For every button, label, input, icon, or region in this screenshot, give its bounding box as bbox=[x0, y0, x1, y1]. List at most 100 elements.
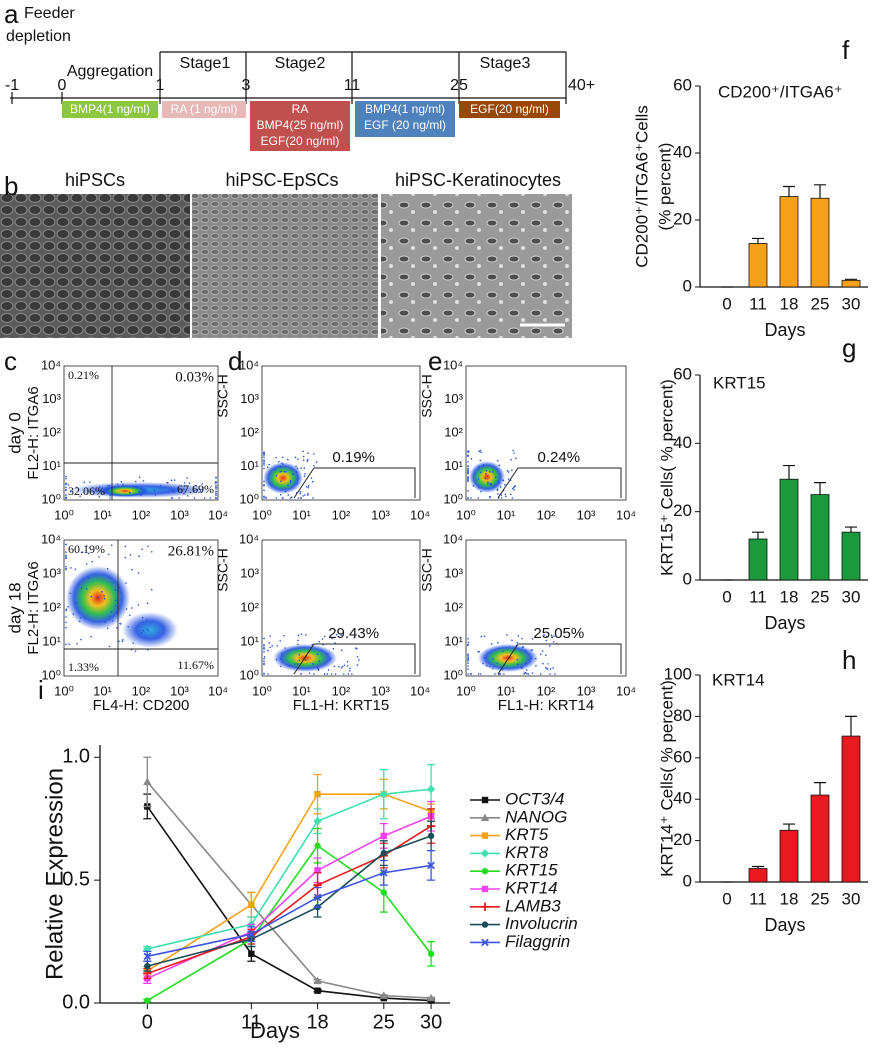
event-dot bbox=[106, 567, 109, 570]
event-dot bbox=[310, 477, 313, 479]
event-dot bbox=[525, 669, 528, 671]
event-dot bbox=[530, 657, 532, 660]
event-dot bbox=[467, 477, 469, 480]
y-tick-label: 0.5 bbox=[62, 868, 90, 890]
event-dot bbox=[285, 471, 287, 473]
event-dot bbox=[507, 478, 510, 480]
marker bbox=[426, 785, 436, 794]
event-dot bbox=[65, 543, 67, 546]
event-dot bbox=[209, 497, 211, 499]
event-dot bbox=[76, 642, 78, 645]
event-dot bbox=[67, 484, 70, 486]
x-tick-label: 10³ bbox=[371, 683, 390, 698]
x-tick-label: 10² bbox=[537, 683, 556, 698]
event-dot bbox=[263, 489, 265, 492]
event-dot bbox=[297, 634, 300, 637]
marker bbox=[313, 893, 322, 902]
gate-percent: 0.24% bbox=[538, 449, 581, 466]
event-dot bbox=[467, 660, 469, 662]
event-dot bbox=[332, 648, 335, 650]
event-dot bbox=[330, 673, 333, 675]
event-dot bbox=[511, 469, 513, 471]
event-dot bbox=[318, 660, 320, 663]
event-dot bbox=[358, 659, 360, 661]
y-tick-label: 10³ bbox=[444, 565, 463, 580]
error-bar bbox=[845, 278, 857, 281]
event-dot bbox=[142, 480, 145, 482]
density-cloud bbox=[100, 485, 150, 497]
event-dot bbox=[183, 482, 186, 484]
event-dot bbox=[279, 466, 282, 468]
event-dot bbox=[534, 657, 537, 660]
error-bar bbox=[814, 482, 826, 495]
x-tick-label: 25 bbox=[811, 587, 830, 606]
y-tick-label: 20 bbox=[673, 209, 692, 228]
event-dot bbox=[297, 643, 299, 646]
plot-frame bbox=[63, 539, 219, 677]
event-dot bbox=[342, 673, 345, 675]
series-line bbox=[147, 864, 432, 958]
x-tick-label: 10⁴ bbox=[208, 507, 228, 522]
event-dot bbox=[524, 662, 527, 665]
y-tick-label: 10² bbox=[42, 599, 61, 614]
y-tick-label: 10² bbox=[240, 424, 259, 439]
event-dot bbox=[263, 484, 265, 487]
event-dot bbox=[65, 488, 67, 491]
x-tick-label: 10² bbox=[132, 507, 151, 522]
day-label: 11 bbox=[344, 77, 361, 94]
event-dot bbox=[122, 483, 124, 486]
event-dot bbox=[467, 454, 469, 457]
event-dot bbox=[263, 461, 265, 463]
event-dot bbox=[276, 645, 279, 647]
chart-title: CD200⁺/ITGA6⁺ bbox=[718, 82, 843, 101]
event-dot bbox=[75, 601, 77, 604]
event-dot bbox=[171, 489, 173, 492]
y-tick-label: 10¹ bbox=[42, 458, 61, 473]
event-dot bbox=[281, 652, 283, 655]
event-dot bbox=[302, 495, 304, 497]
event-dot bbox=[484, 477, 487, 480]
event-dot bbox=[65, 497, 67, 499]
series-line bbox=[147, 788, 432, 950]
event-dot bbox=[535, 664, 537, 667]
event-dot bbox=[284, 490, 287, 493]
event-dot bbox=[510, 458, 512, 461]
bar bbox=[841, 531, 861, 581]
event-dot bbox=[125, 582, 127, 584]
event-dot bbox=[513, 452, 515, 454]
event-dot bbox=[341, 665, 344, 668]
event-dot bbox=[552, 667, 554, 669]
y-tick-label: 10³ bbox=[240, 565, 259, 580]
row-label: day 0 bbox=[5, 412, 24, 454]
event-dot bbox=[65, 486, 67, 489]
flow-plot bbox=[465, 539, 627, 677]
event-dot bbox=[69, 592, 71, 595]
event-dot bbox=[281, 497, 284, 499]
series-line bbox=[146, 781, 432, 999]
event-dot bbox=[263, 464, 265, 466]
error-bar bbox=[783, 823, 795, 831]
y-axis-label: SSC-H bbox=[419, 548, 435, 592]
x-tick-label: 30 bbox=[420, 1011, 442, 1033]
event-dot bbox=[295, 465, 297, 468]
event-dot bbox=[65, 482, 67, 484]
marker bbox=[248, 901, 255, 908]
event-dot bbox=[215, 484, 217, 487]
y-tick-label: 10² bbox=[444, 599, 463, 614]
y-axis-label: (% percent) bbox=[655, 143, 674, 231]
marker bbox=[427, 861, 435, 870]
event-dot bbox=[107, 484, 109, 487]
series-line bbox=[146, 844, 432, 1002]
event-dot bbox=[477, 478, 480, 480]
event-dot bbox=[129, 554, 132, 556]
event-dot bbox=[145, 618, 148, 621]
event-dot bbox=[347, 673, 350, 675]
x-tick-label: 10⁴ bbox=[410, 507, 430, 522]
event-dot bbox=[132, 642, 134, 645]
x-tick-label: 11 bbox=[749, 889, 767, 908]
event-dot bbox=[87, 577, 90, 579]
event-dot bbox=[513, 486, 515, 489]
event-dot bbox=[490, 483, 493, 486]
event-dot bbox=[340, 667, 343, 669]
bar bbox=[779, 829, 799, 883]
